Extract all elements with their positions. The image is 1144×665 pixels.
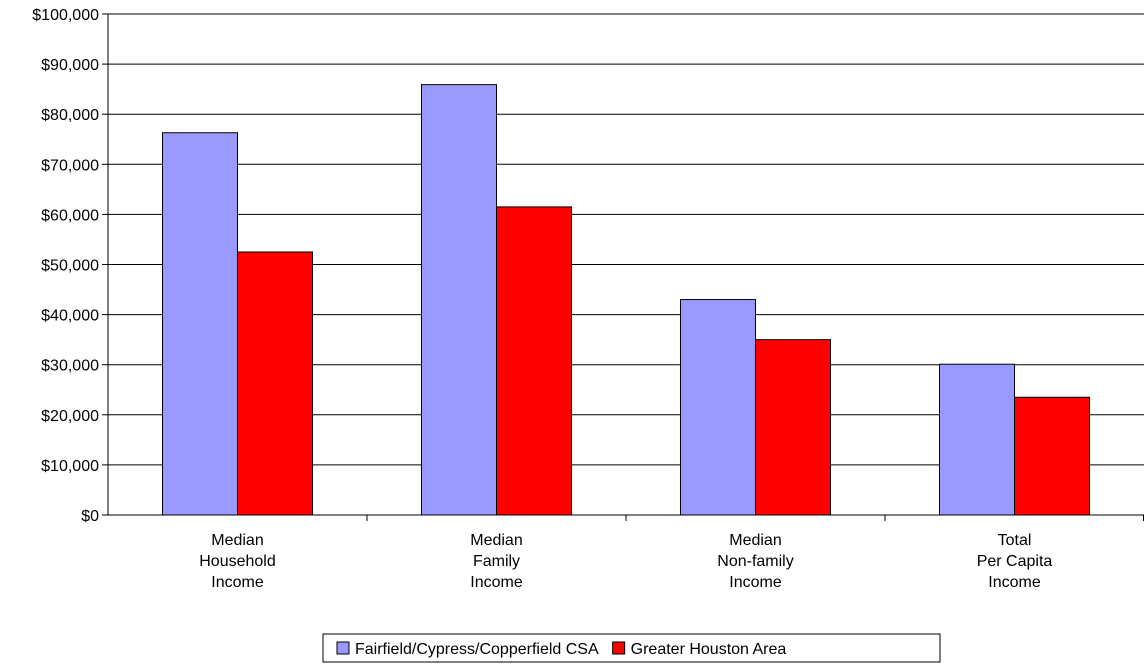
legend-label: Greater Houston Area [631,641,787,658]
y-tick-label: $80,000 [41,107,99,124]
y-tick-label: $0 [81,508,99,525]
x-category-label-line: Household [199,553,276,570]
x-category-label-line: Income [211,574,264,591]
x-category-label-line: Median [729,532,781,549]
x-category-label-line: Median [211,532,263,549]
x-category-label-line: Non-family [717,553,793,570]
x-category-label: Total Per Capita Income [977,532,1053,591]
x-category-label-line: Income [470,574,523,591]
y-axis-ticks: $0 $10,000 $20,000 $30,000 $40,000 $50,000 $60… [32,7,108,525]
bar-fairfield-1 [421,84,497,516]
bars [162,84,1090,516]
y-tick-label: $50,000 [41,258,99,275]
bar-houston-3 [1014,396,1090,516]
y-tick-label: $70,000 [41,157,99,174]
y-tick-label: $20,000 [41,408,99,425]
x-category-label-line: Total [998,532,1032,549]
legend-box [322,633,941,663]
bar-fairfield-0 [162,132,238,516]
x-category-label-line: Income [729,574,782,591]
y-tick-label: $10,000 [41,458,99,475]
x-category-label: Median Family Income [470,532,523,591]
bar-fairfield-2 [680,299,756,516]
legend-swatch [336,641,350,655]
x-category-label-line: Family [473,553,520,570]
bar-houston-0 [237,251,313,516]
x-category-label: Median Household Income [199,532,276,591]
y-tick-label: $100,000 [32,7,99,24]
x-category-label-line: Median [470,532,522,549]
bar-houston-2 [755,339,831,516]
y-tick-label: $40,000 [41,308,99,325]
y-tick-label: $30,000 [41,358,99,375]
y-tick-label: $60,000 [41,207,99,224]
bar-fairfield-3 [939,363,1015,516]
y-tick-label: $90,000 [41,57,99,74]
legend-label: Fairfield/Cypress/Copperfield CSA [355,641,599,658]
legend: Fairfield/Cypress/Copperfield CSA Greater… [322,633,941,663]
bar-houston-1 [496,206,572,516]
legend-swatch [612,641,626,655]
x-category-label: Median Non-family Income [717,532,793,591]
x-category-label-line: Income [988,574,1041,591]
x-category-label-line: Per Capita [977,553,1053,570]
